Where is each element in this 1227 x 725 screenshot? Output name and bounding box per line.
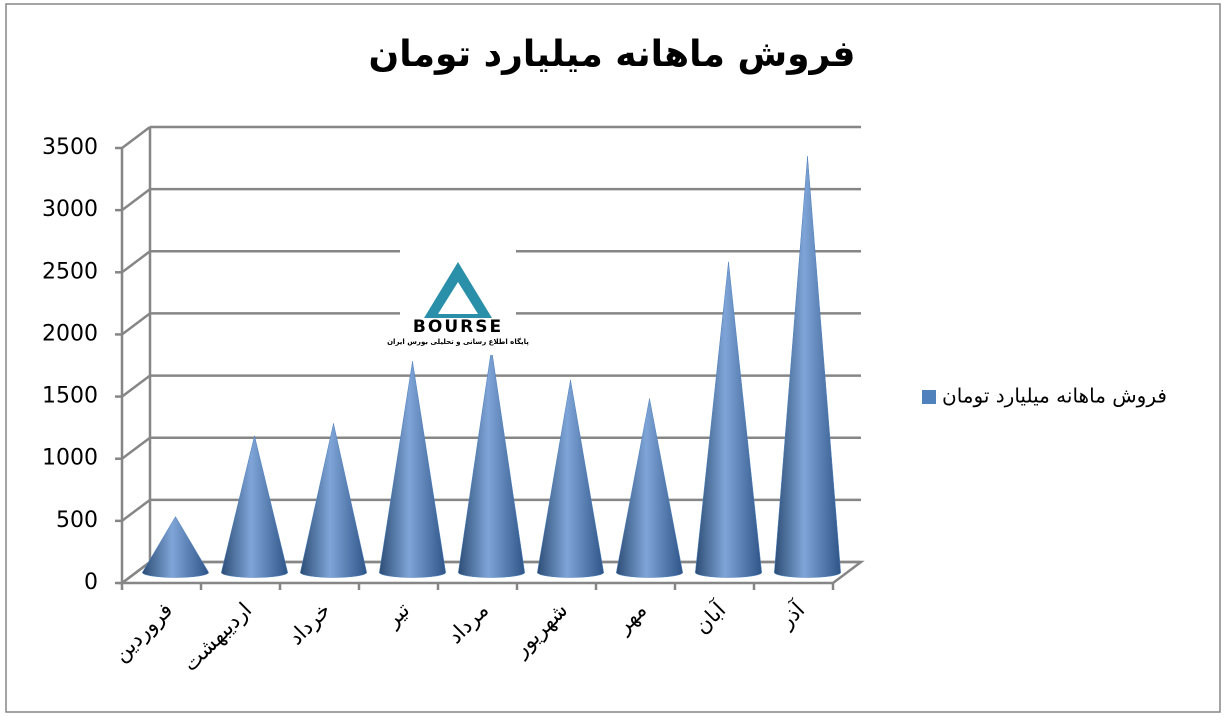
legend-label: فروش ماهانه میلیارد تومان <box>942 384 1167 408</box>
grid-line-side <box>121 188 151 212</box>
watermark-subtitle: پایگاه اطلاع رسانی و تحلیلی بورس ایران <box>387 337 529 346</box>
cone <box>695 261 762 578</box>
y-tick-label: 1000 <box>42 446 98 471</box>
cone <box>774 156 841 578</box>
y-tick-label: 2000 <box>42 321 98 346</box>
cone-body <box>695 261 762 578</box>
y-tick-label: 3000 <box>42 197 98 222</box>
y-tick-label: 0 <box>84 570 98 595</box>
grid-line-side <box>121 250 151 274</box>
cone <box>537 379 604 578</box>
legend-swatch <box>922 390 936 404</box>
cone-body <box>774 156 841 578</box>
cone <box>379 361 446 578</box>
grid-line-side <box>121 374 151 398</box>
grid-line-side <box>121 126 151 149</box>
cone-body <box>221 435 288 578</box>
cone <box>142 516 209 578</box>
cone-body <box>537 379 604 578</box>
y-tick-label: 3500 <box>42 135 98 160</box>
cone <box>458 348 525 578</box>
cone <box>616 398 683 578</box>
y-tick-label: 1500 <box>42 384 98 409</box>
y-tick-label: 2500 <box>42 259 98 284</box>
cone-body <box>458 348 525 578</box>
watermark-logo-inner <box>438 282 478 314</box>
watermark-title: BOURSE <box>413 317 503 337</box>
watermark: BOURSE پایگاه اطلاع رسانی و تحلیلی بورس … <box>387 245 529 355</box>
cone-body <box>616 398 683 578</box>
grid-line-side <box>121 561 151 584</box>
legend: فروش ماهانه میلیارد تومان <box>922 384 1167 408</box>
chart-frame <box>5 3 1221 713</box>
cone-body <box>379 361 446 578</box>
cone-body <box>300 423 367 578</box>
grid-line-side <box>121 312 151 336</box>
chart-title: فروش ماهانه میلیارد تومان <box>369 34 856 75</box>
cone <box>300 423 367 578</box>
cone-body <box>142 516 209 578</box>
grid-line-side <box>121 436 151 460</box>
y-tick-label: 500 <box>56 508 98 533</box>
grid-line-side <box>121 498 151 522</box>
cone <box>221 435 288 578</box>
